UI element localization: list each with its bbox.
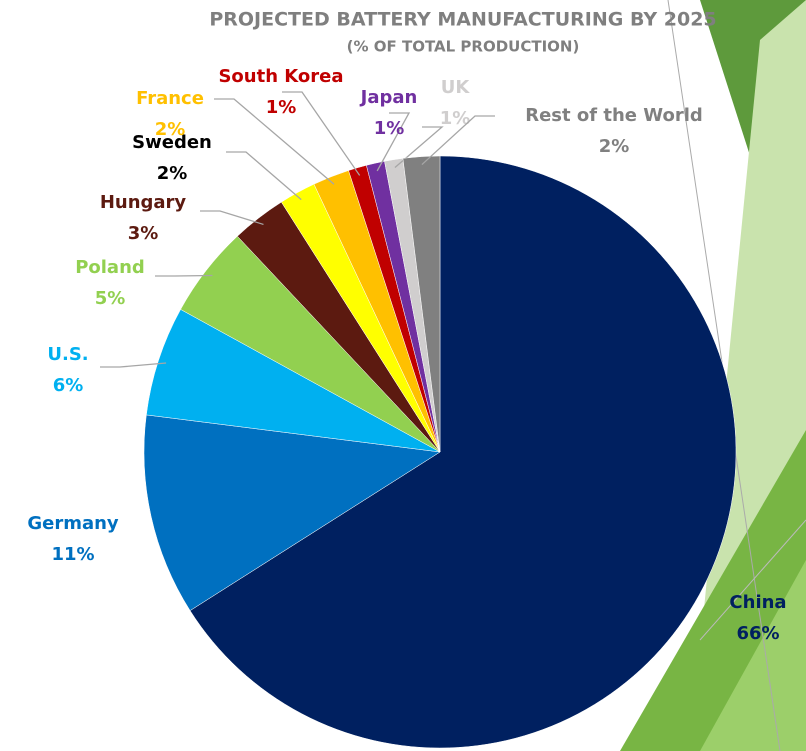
leader-line bbox=[226, 151, 302, 201]
value-label: 2% bbox=[599, 136, 630, 157]
leader-line bbox=[155, 274, 213, 277]
leader-line bbox=[214, 98, 335, 185]
value-label: 11% bbox=[51, 544, 94, 565]
pie-slice bbox=[189, 155, 737, 749]
category-label: UK bbox=[441, 77, 471, 98]
category-label: China bbox=[729, 592, 786, 613]
value-label: 66% bbox=[736, 623, 779, 644]
value-label: 5% bbox=[95, 288, 126, 309]
value-label: 1% bbox=[440, 108, 471, 129]
category-label: France bbox=[136, 88, 204, 109]
category-label: Sweden bbox=[132, 132, 212, 153]
pie-slice bbox=[143, 414, 441, 611]
leader-line bbox=[282, 91, 361, 176]
value-label: 6% bbox=[53, 375, 84, 396]
category-label: U.S. bbox=[47, 344, 88, 365]
leader-line bbox=[376, 112, 411, 172]
pie-slice bbox=[402, 155, 441, 453]
leader-line bbox=[100, 362, 167, 368]
category-label: Poland bbox=[75, 257, 145, 278]
value-label: 2% bbox=[155, 119, 186, 140]
category-label: Rest of the World bbox=[525, 105, 703, 126]
value-label: 1% bbox=[266, 97, 297, 118]
value-label: 2% bbox=[157, 163, 188, 184]
category-label: South Korea bbox=[218, 66, 343, 87]
background-decoration bbox=[620, 0, 806, 751]
value-label: 3% bbox=[128, 223, 159, 244]
chart-subtitle: (% OF TOTAL PRODUCTION) bbox=[347, 38, 580, 56]
leader-line bbox=[421, 115, 495, 166]
category-label: Germany bbox=[27, 513, 119, 534]
category-label: Hungary bbox=[100, 192, 187, 213]
category-label: Japan bbox=[359, 87, 418, 108]
leader-line bbox=[200, 210, 264, 226]
leader-line bbox=[394, 126, 444, 169]
chart-title: PROJECTED BATTERY MANUFACTURING BY 2025 bbox=[209, 9, 716, 31]
value-label: 1% bbox=[374, 118, 405, 139]
